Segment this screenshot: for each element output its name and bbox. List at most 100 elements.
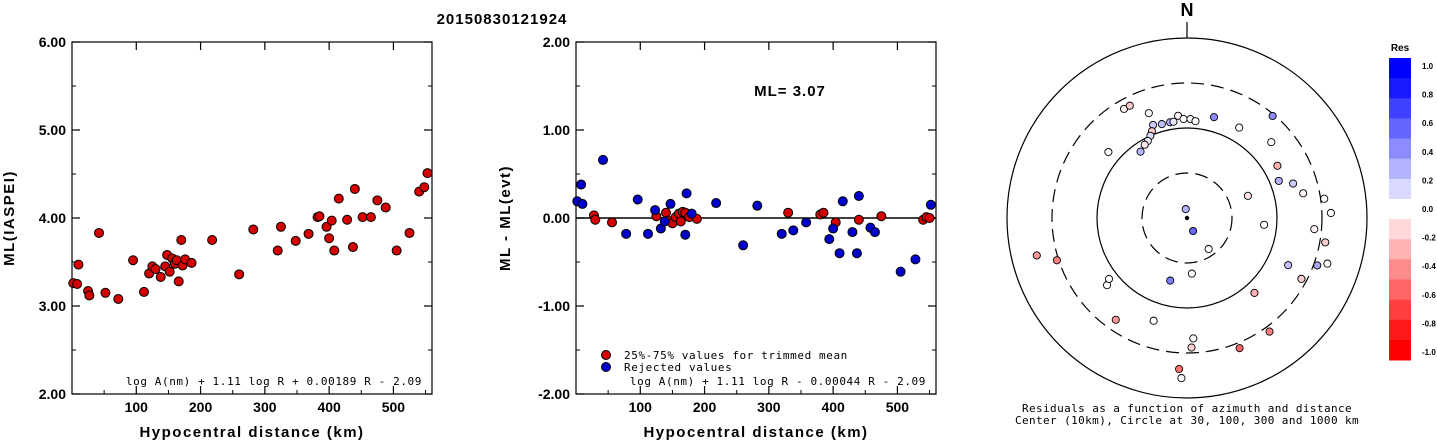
station-point bbox=[234, 269, 245, 280]
accepted-point bbox=[783, 207, 794, 218]
colorbar-tick-label: 0.0 bbox=[1422, 205, 1434, 214]
accepted-point bbox=[818, 207, 829, 218]
station-point bbox=[303, 228, 314, 239]
station-point bbox=[404, 227, 415, 238]
rejected-point bbox=[837, 196, 848, 207]
polar-station-point bbox=[1179, 115, 1188, 124]
rejected-point bbox=[828, 223, 839, 234]
station-point bbox=[372, 195, 383, 206]
colorbar-tick-label: -0.6 bbox=[1422, 291, 1436, 300]
station-point bbox=[365, 212, 376, 223]
colorbar-tick-label: 1.0 bbox=[1422, 62, 1434, 71]
polar-station-point bbox=[1187, 269, 1196, 278]
station-point bbox=[422, 168, 433, 179]
polar-station-point bbox=[1125, 101, 1134, 110]
station-point bbox=[391, 245, 402, 256]
rejected-point bbox=[847, 227, 858, 238]
panel2-1-xtick-label: 500 bbox=[886, 399, 910, 415]
polar-station-point bbox=[1187, 343, 1196, 352]
station-point bbox=[326, 215, 337, 226]
panel1-formula: log A(nm) + 1.11 log R + 0.00189 R - 2.0… bbox=[126, 375, 422, 388]
colorbar-swatch bbox=[1389, 198, 1411, 220]
residual-vs-distance-chart: 100 200 300 400 500 -2.00 -1.00 0.00 1.00 2.00 ML… bbox=[497, 34, 937, 441]
polar-station-point bbox=[1274, 176, 1283, 185]
rejected-point bbox=[851, 248, 862, 259]
colorbar-swatch bbox=[1389, 158, 1411, 180]
station-point bbox=[272, 245, 283, 256]
panel2-1-ytick-label: -2.00 bbox=[538, 386, 570, 402]
colorbar-ticks: 1.0 0.8 0.6 0.4 0.2 0.0 -0.2 -0.4 -0.6 -0.8 -1.0 bbox=[1422, 62, 1436, 357]
panel1-0-xtick-label: 500 bbox=[382, 399, 406, 415]
colorbar-swatches bbox=[1389, 58, 1411, 361]
colorbar-swatch bbox=[1389, 239, 1411, 260]
polar-station-points bbox=[1032, 101, 1335, 383]
station-point bbox=[342, 214, 353, 225]
panel2-1-xtick-label: 100 bbox=[629, 399, 653, 415]
station-point bbox=[349, 183, 360, 194]
panel1-0-ytick-label: 2.00 bbox=[39, 386, 66, 402]
station-point bbox=[248, 224, 259, 235]
polar-station-point bbox=[1140, 140, 1149, 149]
rejected-point bbox=[752, 200, 763, 211]
accepted-point bbox=[607, 217, 617, 228]
panel1-frame bbox=[71, 41, 433, 395]
ring-1000km bbox=[1006, 37, 1368, 399]
polar-station-point bbox=[1265, 327, 1274, 336]
ring-30km bbox=[1141, 172, 1233, 264]
station-point bbox=[100, 287, 111, 298]
panel2-1-xtick-label: 200 bbox=[693, 399, 717, 415]
colorbar-tick-label: 0.2 bbox=[1422, 176, 1434, 185]
station-point bbox=[333, 193, 344, 204]
polar-station-point bbox=[1191, 117, 1200, 126]
polar-station-point bbox=[1326, 208, 1335, 218]
polar-station-point bbox=[1166, 276, 1175, 285]
panel1-0-xtick-label: 100 bbox=[125, 399, 149, 415]
colorbar-swatch bbox=[1389, 299, 1411, 321]
station-point bbox=[176, 235, 187, 245]
polar-station-point bbox=[1204, 244, 1213, 254]
panel2-1-ytick-label: -1.00 bbox=[538, 298, 570, 314]
polar-station-point bbox=[1149, 316, 1158, 325]
rejected-point bbox=[925, 199, 936, 210]
panel2-1-ytick-label: 2.00 bbox=[543, 34, 570, 50]
polar-station-point bbox=[1189, 334, 1198, 343]
polar-station-point bbox=[1136, 147, 1145, 156]
polar-station-point bbox=[1181, 205, 1190, 214]
rejected-point bbox=[801, 217, 812, 228]
polar-station-point bbox=[1209, 113, 1219, 122]
accepted-point bbox=[853, 214, 864, 225]
panel2-formula: log A(nm) + 1.11 log R - 0.00044 R - 2.0… bbox=[630, 375, 926, 388]
station-point bbox=[173, 276, 184, 287]
rejected-point bbox=[788, 225, 799, 236]
event-magnitude-annotation: ML= 3.07 bbox=[754, 83, 826, 100]
colorbar-tick-label: -0.4 bbox=[1422, 262, 1436, 271]
rejected-point bbox=[680, 229, 691, 240]
accepted-point bbox=[924, 213, 935, 223]
colorbar-tick-label: 0.6 bbox=[1422, 119, 1434, 128]
polar-station-point bbox=[1310, 225, 1319, 234]
rejected-point bbox=[824, 234, 835, 245]
station-point bbox=[139, 286, 149, 297]
polar-station-point bbox=[1175, 364, 1184, 374]
event-id-title: 20150830121924 bbox=[437, 11, 568, 28]
station-point bbox=[186, 257, 197, 268]
ring-300km bbox=[1051, 82, 1323, 354]
panel1-0-xtick-label: 300 bbox=[253, 399, 277, 415]
epicenter-marker bbox=[1184, 215, 1190, 221]
panel1-0-ytick-label: 5.00 bbox=[39, 122, 66, 138]
station-point bbox=[314, 211, 325, 222]
polar-station-point bbox=[1111, 315, 1120, 324]
accepted-point bbox=[876, 211, 887, 222]
ring-100km bbox=[1096, 127, 1278, 309]
rejected-point bbox=[659, 216, 670, 227]
polar-station-point bbox=[1273, 161, 1282, 170]
polar-station-point bbox=[1289, 179, 1298, 188]
rejected-point bbox=[577, 198, 588, 209]
colorbar-swatch bbox=[1389, 219, 1411, 240]
polar-station-point bbox=[1157, 120, 1166, 129]
colorbar-tick-label: -0.2 bbox=[1422, 234, 1436, 243]
colorbar-swatch bbox=[1389, 259, 1411, 280]
panel2-points bbox=[572, 154, 936, 277]
rejected-point bbox=[853, 191, 864, 201]
polar-station-point bbox=[1250, 288, 1259, 297]
